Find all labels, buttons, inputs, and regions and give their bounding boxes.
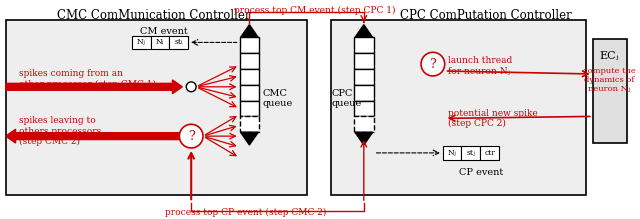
Bar xyxy=(151,35,170,49)
Polygon shape xyxy=(355,132,372,145)
Bar xyxy=(332,20,586,195)
Bar xyxy=(239,37,259,53)
Bar xyxy=(6,20,307,195)
Bar xyxy=(239,117,259,132)
Circle shape xyxy=(186,82,196,92)
Text: stᵢ: stᵢ xyxy=(175,38,183,46)
Bar xyxy=(354,69,374,85)
Text: ECⱼ: ECⱼ xyxy=(600,51,620,61)
Text: ?: ? xyxy=(429,58,436,71)
Bar xyxy=(354,85,374,101)
Text: potential new spike
(step CPC 2): potential new spike (step CPC 2) xyxy=(447,108,538,128)
Text: CM event: CM event xyxy=(140,27,188,36)
Polygon shape xyxy=(241,132,259,145)
Bar xyxy=(239,101,259,117)
Text: process top CP event (step CMC 2): process top CP event (step CMC 2) xyxy=(164,208,326,217)
Polygon shape xyxy=(355,25,372,37)
Bar xyxy=(239,53,259,69)
Bar xyxy=(461,146,480,160)
Bar xyxy=(443,146,461,160)
Text: compute the
dynamics of
neuron Nⱼ: compute the dynamics of neuron Nⱼ xyxy=(583,67,636,94)
Text: spikes coming from an
other processor (step CMC 1): spikes coming from an other processor (s… xyxy=(19,69,156,89)
Bar xyxy=(354,37,374,53)
Bar xyxy=(239,69,259,85)
Bar xyxy=(354,101,374,117)
Text: ?: ? xyxy=(188,130,195,143)
Text: CP event: CP event xyxy=(459,168,503,177)
Text: launch thread
for neuron Nⱼ: launch thread for neuron Nⱼ xyxy=(447,56,512,76)
Bar xyxy=(132,35,151,49)
Text: CPC ComPutation Controller: CPC ComPutation Controller xyxy=(400,9,572,22)
FancyArrow shape xyxy=(6,80,182,94)
Text: ctr: ctr xyxy=(484,149,495,157)
Text: CMC ComMunication Controller: CMC ComMunication Controller xyxy=(57,9,250,22)
Text: process top CM event (step CPC 1): process top CM event (step CPC 1) xyxy=(234,6,396,15)
Text: Nⱼ: Nⱼ xyxy=(448,149,456,157)
Bar xyxy=(170,35,188,49)
Bar xyxy=(239,85,259,101)
FancyArrow shape xyxy=(6,129,179,143)
Text: spikes leaving to
others processors
(step CMC 2): spikes leaving to others processors (ste… xyxy=(19,117,101,146)
Text: Nⱼ: Nⱼ xyxy=(137,38,146,46)
Bar xyxy=(593,39,627,143)
Polygon shape xyxy=(241,25,259,37)
Text: Nᵢ: Nᵢ xyxy=(156,38,164,46)
Bar xyxy=(480,146,499,160)
Text: stⱼ: stⱼ xyxy=(467,149,476,157)
Circle shape xyxy=(179,124,203,148)
Text: CMC
queue: CMC queue xyxy=(262,89,292,108)
Bar xyxy=(354,53,374,69)
Bar xyxy=(354,117,374,132)
Text: CPC
queue: CPC queue xyxy=(332,89,362,108)
Circle shape xyxy=(421,52,445,76)
